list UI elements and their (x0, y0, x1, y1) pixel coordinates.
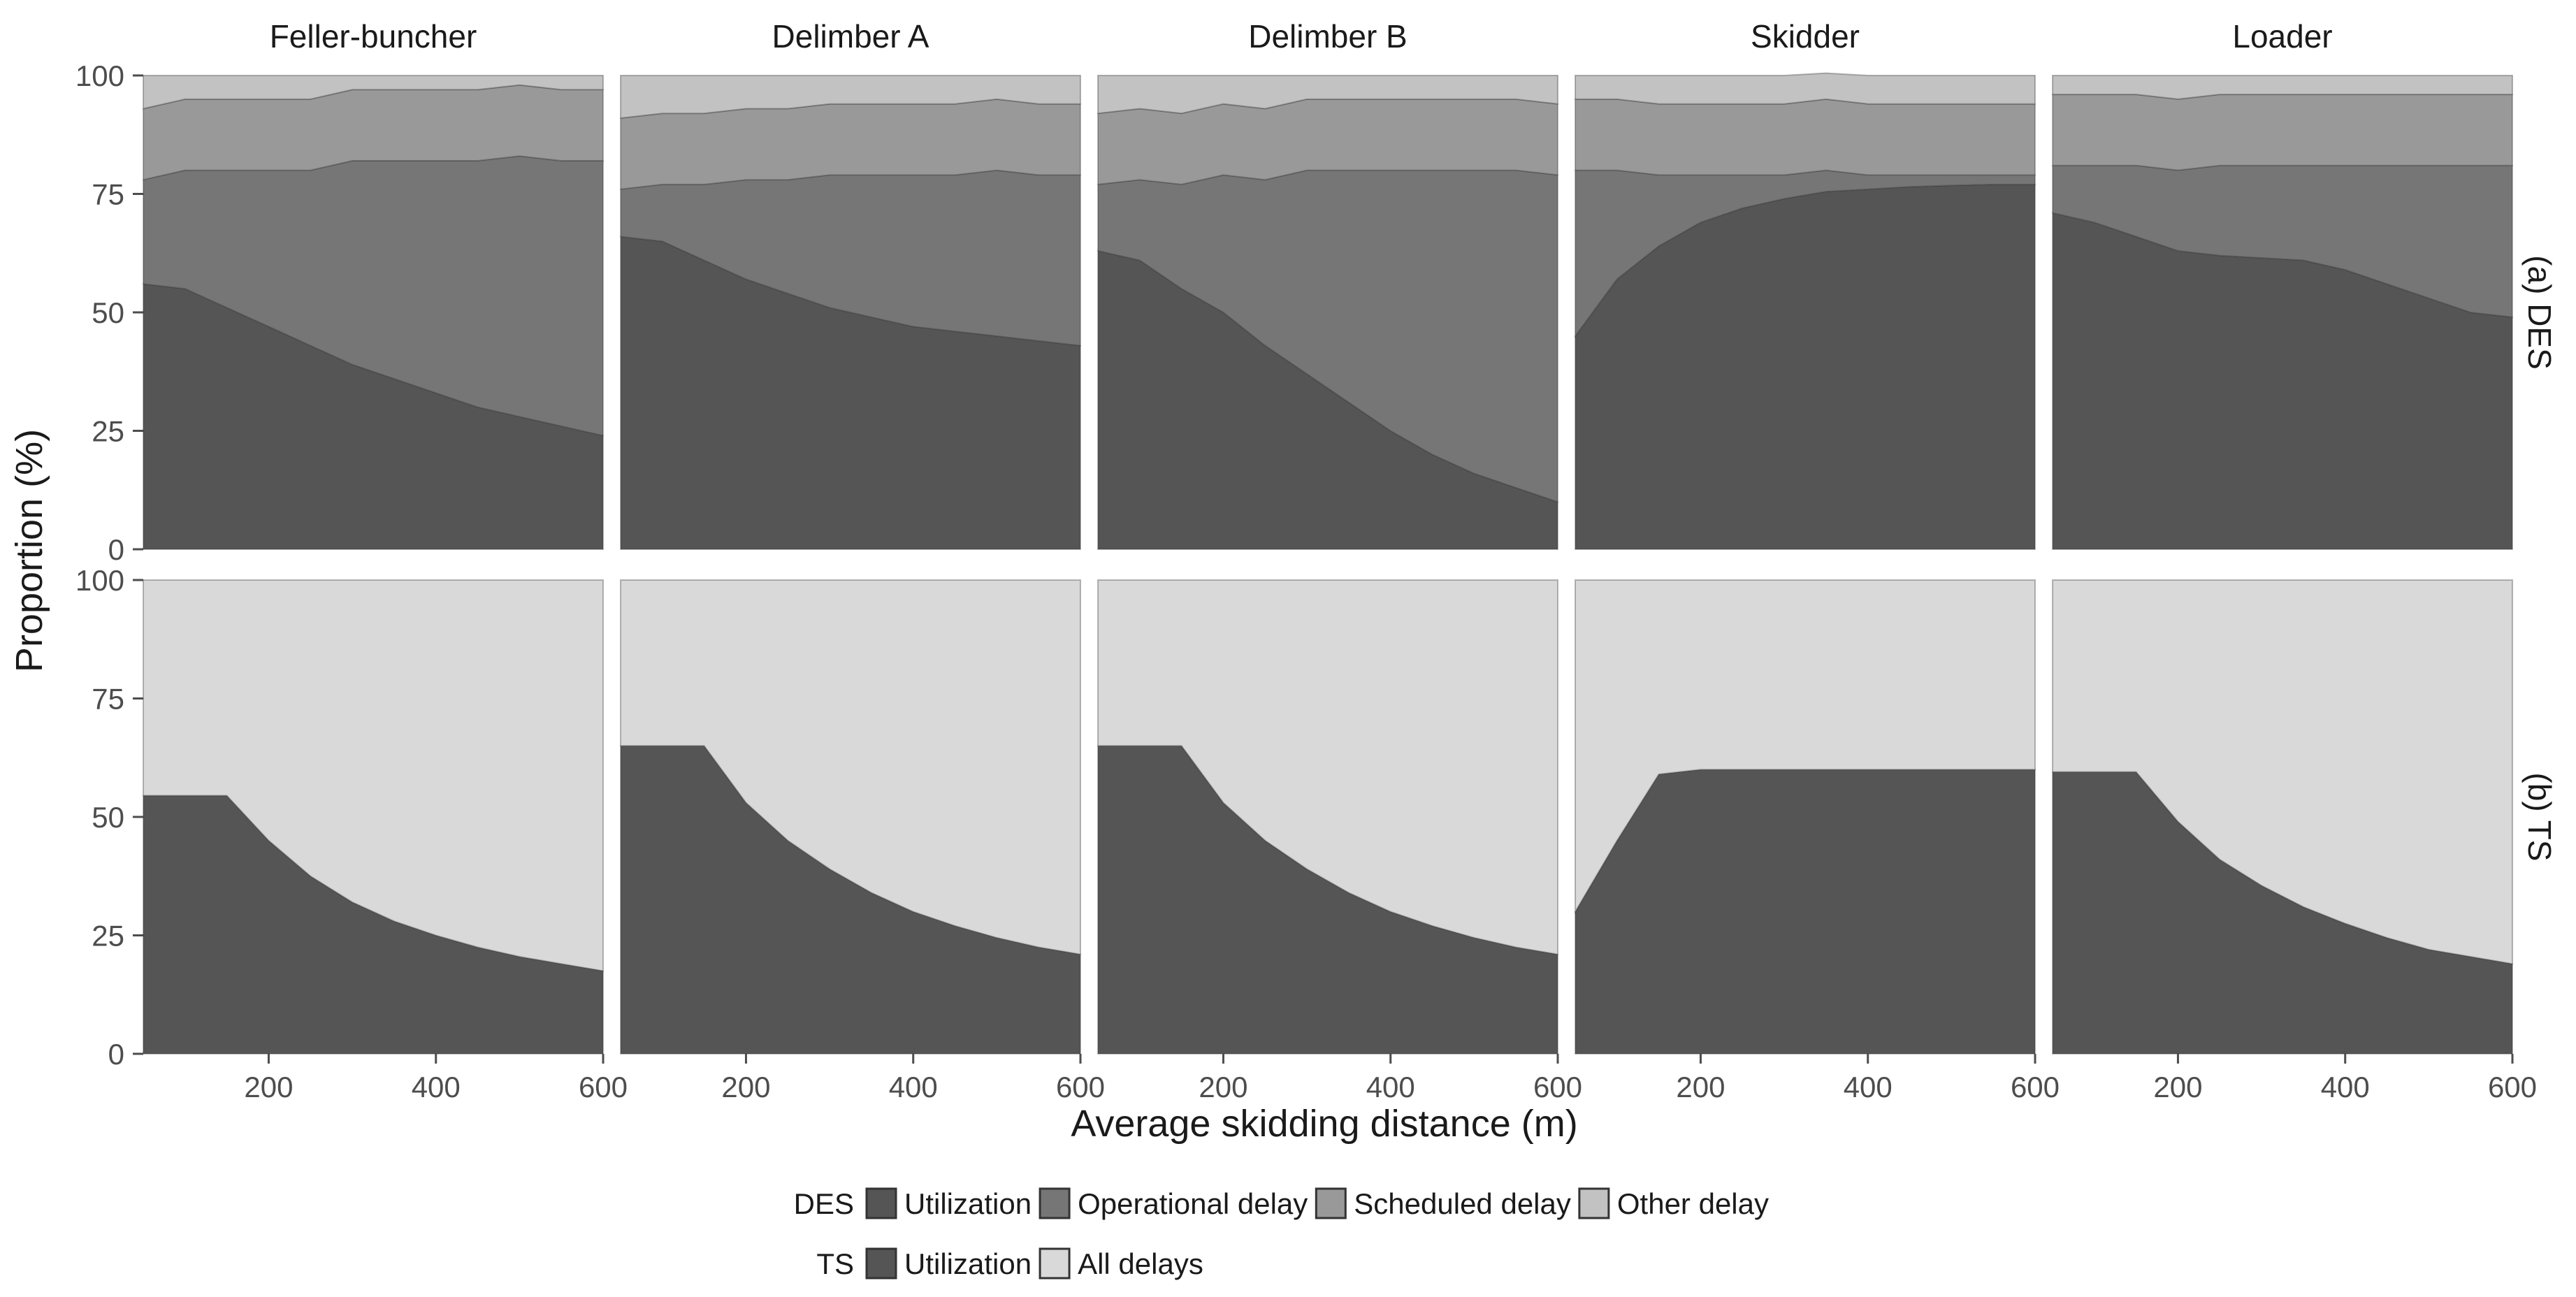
y-tick-label: 0 (108, 533, 124, 566)
legend-label-des-scheduled-delay: Scheduled delay (1354, 1187, 1571, 1220)
y-tick-label: 75 (92, 683, 124, 716)
legend-label-ts-utilization: Utilization (904, 1247, 1032, 1280)
area-all-delays (1097, 579, 1558, 955)
legend: DES Utilization Operational delay Scheduled… (794, 1187, 1769, 1280)
x-axis-label: Average skidding distance (m) (1071, 1103, 1577, 1145)
area-all-delays (2052, 579, 2513, 965)
panel-a-des-delimber-a (620, 75, 1081, 550)
y-axis-label: Proportion (%) (8, 429, 50, 672)
panel-b-ts-feller-buncher (143, 579, 604, 1055)
legend-key-ts-utilization (865, 1247, 897, 1280)
strip-row-b-ts: (b) TS (2521, 773, 2558, 862)
legend-key-ts-all-delays (1039, 1247, 1071, 1280)
x-tick-label: 400 (2321, 1071, 2370, 1103)
area-other-delay (1575, 72, 2036, 105)
strip-title-loader: Loader (2232, 18, 2332, 55)
area-all-delays (143, 579, 604, 972)
x-tick-label: 400 (412, 1071, 461, 1103)
legend-label-des-utilization: Utilization (904, 1187, 1032, 1220)
x-tick-label: 400 (1366, 1071, 1415, 1103)
legend-label-ts-all-delays: All delays (1078, 1247, 1203, 1280)
legend-key-des-operational-delay (1039, 1187, 1071, 1219)
y-tick-label: 0 (108, 1038, 124, 1071)
legend-group-des: DES (794, 1187, 854, 1220)
legend-label-des-other-delay: Other delay (1617, 1187, 1769, 1220)
area-other-delay (143, 75, 604, 110)
area-all-delays (1575, 579, 2036, 915)
panel-a-des-feller-buncher (143, 75, 604, 550)
panel-b-ts-skidder (1575, 579, 2036, 1055)
x-tick-label: 400 (1844, 1071, 1893, 1103)
y-tick-label: 75 (92, 178, 124, 211)
y-tick-label: 50 (92, 801, 124, 834)
x-tick-label: 200 (1676, 1071, 1725, 1103)
y-tick-label: 100 (75, 564, 124, 597)
panel-a-des-loader (2052, 75, 2513, 550)
area-scheduled-delay (1575, 98, 2036, 176)
area-utilization (1575, 769, 2036, 1055)
panel-a-des-skidder (1575, 72, 2036, 550)
x-tick-label: 400 (889, 1071, 938, 1103)
strip-row-a-des: (a) DES (2521, 255, 2558, 370)
y-tick-label: 100 (75, 59, 124, 92)
strip-title-feller-buncher: Feller-buncher (270, 18, 477, 55)
area-other-delay (2052, 75, 2513, 100)
panel-b-ts-delimber-a (620, 579, 1081, 1055)
strip-title-delimber-a: Delimber A (772, 18, 929, 55)
area-other-delay (620, 75, 1081, 119)
legend-group-ts: TS (816, 1247, 854, 1280)
y-tick-label: 25 (92, 920, 124, 952)
area-scheduled-delay (2052, 94, 2513, 171)
x-tick-label: 200 (244, 1071, 293, 1103)
y-tick-label: 25 (92, 415, 124, 448)
area-other-delay (1097, 75, 1558, 115)
panel-b-ts-delimber-b (1097, 579, 1558, 1055)
x-tick-label: 600 (2488, 1071, 2537, 1103)
legend-label-des-operational-delay: Operational delay (1078, 1187, 1308, 1220)
x-tick-label: 600 (2011, 1071, 2060, 1103)
legend-key-des-scheduled-delay (1315, 1187, 1347, 1219)
x-tick-label: 200 (721, 1071, 770, 1103)
strip-title-delimber-b: Delimber B (1248, 18, 1408, 55)
panel-a-des-delimber-b (1097, 75, 1558, 550)
legend-key-des-utilization (865, 1187, 897, 1219)
y-tick-label: 50 (92, 296, 124, 329)
strip-title-skidder: Skidder (1751, 18, 1860, 55)
x-tick-label: 200 (1199, 1071, 1247, 1103)
panel-b-ts-loader (2052, 579, 2513, 1055)
x-tick-label: 600 (1056, 1071, 1105, 1103)
x-tick-label: 600 (1533, 1071, 1582, 1103)
x-tick-label: 600 (579, 1071, 628, 1103)
panel-grid: Feller-buncher Delimber A Delimber B Skidde… (75, 18, 2558, 1103)
legend-key-des-other-delay (1578, 1187, 1610, 1219)
x-tick-label: 200 (2153, 1071, 2202, 1103)
area-all-delays (620, 579, 1081, 955)
